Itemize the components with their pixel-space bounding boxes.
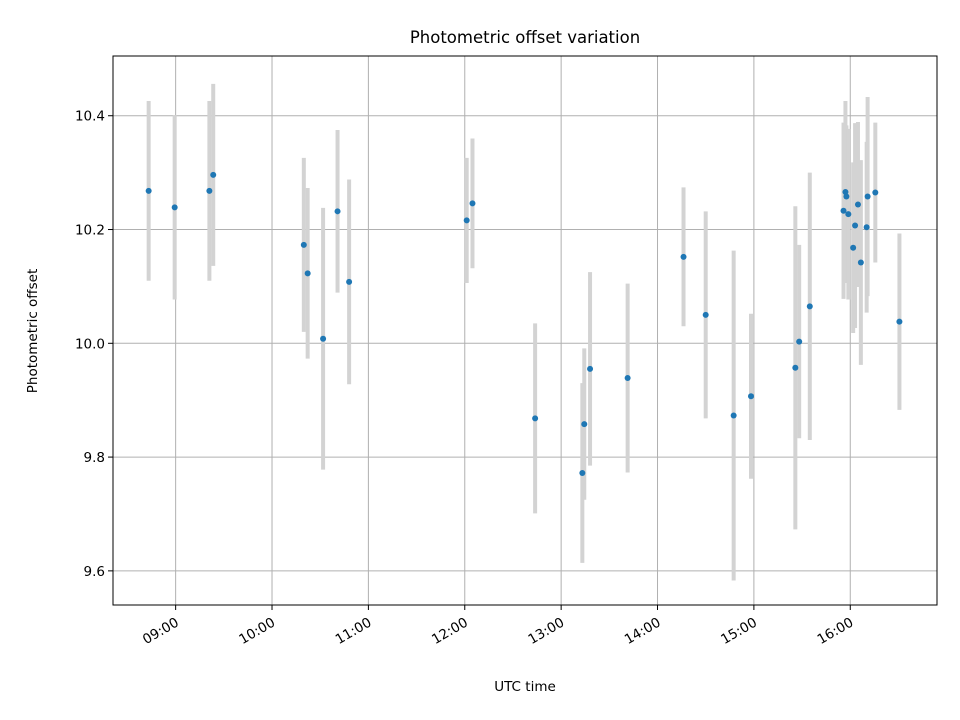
data-points [145, 171, 903, 477]
data-point [864, 193, 871, 200]
data-point [532, 415, 539, 422]
data-point [850, 244, 857, 251]
data-point [863, 224, 870, 231]
x-axis-label: UTC time [494, 679, 556, 695]
data-point [334, 208, 341, 215]
data-point [730, 412, 737, 419]
data-point [579, 470, 586, 477]
data-point [857, 259, 864, 266]
y-tick-label: 9.8 [84, 450, 105, 466]
y-axis-ticks: 9.6 9.8 10.0 10.2 10.4 [75, 109, 113, 580]
data-point [304, 270, 311, 277]
data-point [896, 318, 903, 325]
data-point [210, 171, 217, 178]
data-point [845, 211, 852, 218]
data-point [852, 222, 859, 229]
y-tick-label: 10.2 [75, 223, 105, 239]
data-point [843, 193, 850, 200]
y-tick-label: 9.6 [84, 564, 105, 580]
data-point [747, 393, 754, 400]
y-tick-label: 10.0 [75, 336, 105, 352]
data-point [346, 278, 353, 285]
data-point [702, 311, 709, 318]
data-point [624, 375, 631, 382]
data-point [145, 187, 152, 194]
grid-lines [113, 56, 937, 605]
data-point [587, 365, 594, 372]
data-point [581, 421, 588, 428]
chart-title: Photometric offset variation [410, 28, 640, 47]
plot-area-frame [112, 55, 938, 606]
data-point [171, 204, 178, 211]
data-point [206, 187, 213, 194]
data-point [320, 335, 327, 342]
data-point [680, 253, 687, 260]
data-point [842, 188, 849, 195]
y-axis-label: Photometric offset [25, 269, 41, 393]
data-point [796, 338, 803, 345]
data-point [463, 217, 470, 224]
data-point [840, 207, 847, 214]
data-point [872, 189, 879, 196]
data-point [854, 201, 861, 208]
data-point [300, 241, 307, 248]
data-point [806, 303, 813, 310]
y-tick-label: 10.4 [75, 109, 105, 125]
data-point [792, 364, 799, 371]
data-point [469, 200, 476, 207]
